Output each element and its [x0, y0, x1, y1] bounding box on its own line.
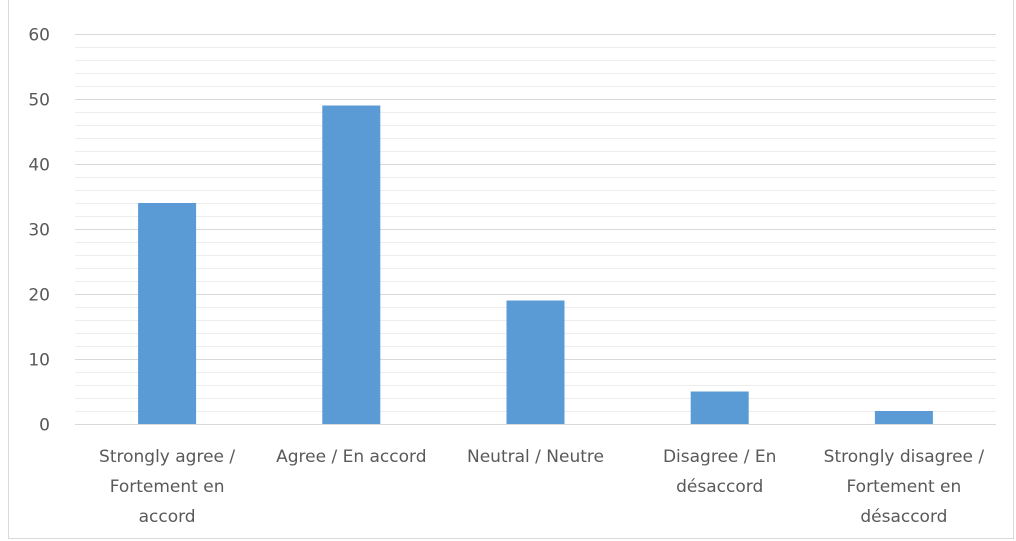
- x-category-label: Strongly agree / Fortement en accord: [99, 447, 235, 527]
- bar: [138, 203, 197, 424]
- x-category-label-line: Fortement en: [110, 477, 225, 497]
- bars: [138, 105, 933, 424]
- bar: [690, 391, 749, 424]
- bar: [322, 105, 381, 424]
- y-tick-label: 20: [28, 286, 50, 306]
- gridlines: [75, 34, 996, 412]
- y-tick-label: 0: [39, 416, 50, 436]
- x-category-label-line: désaccord: [860, 507, 947, 527]
- x-category-label: Strongly disagree / Fortement en désaccord: [824, 447, 985, 527]
- y-tick-label: 40: [28, 156, 50, 176]
- x-category-label-line: Fortement en: [847, 477, 962, 497]
- chart-frame: [8, 0, 1014, 539]
- x-category-label: Agree / En accord: [276, 447, 426, 467]
- bar: [874, 411, 933, 424]
- x-category-label: Neutral / Neutre: [467, 447, 604, 467]
- x-category-label-line: désaccord: [676, 477, 763, 497]
- y-tick-label: 50: [28, 91, 50, 111]
- x-category-label-line: accord: [139, 507, 196, 527]
- y-tick-label: 30: [28, 221, 50, 241]
- y-tick-label: 60: [28, 26, 50, 46]
- x-axis-labels: Strongly agree / Fortement en accord Agree …: [99, 447, 984, 527]
- y-axis-ticks: 0 10 20 30 40 50 60: [28, 26, 50, 436]
- x-category-label: Disagree / En désaccord: [663, 447, 776, 497]
- y-tick-label: 10: [28, 351, 50, 371]
- bar: [506, 300, 565, 424]
- x-category-label-line: Neutral / Neutre: [467, 447, 604, 467]
- x-category-label-line: Agree / En accord: [276, 447, 426, 467]
- x-category-label-line: Disagree / En: [663, 447, 776, 467]
- x-category-label-line: Strongly agree /: [99, 447, 235, 467]
- x-category-label-line: Strongly disagree /: [824, 447, 985, 467]
